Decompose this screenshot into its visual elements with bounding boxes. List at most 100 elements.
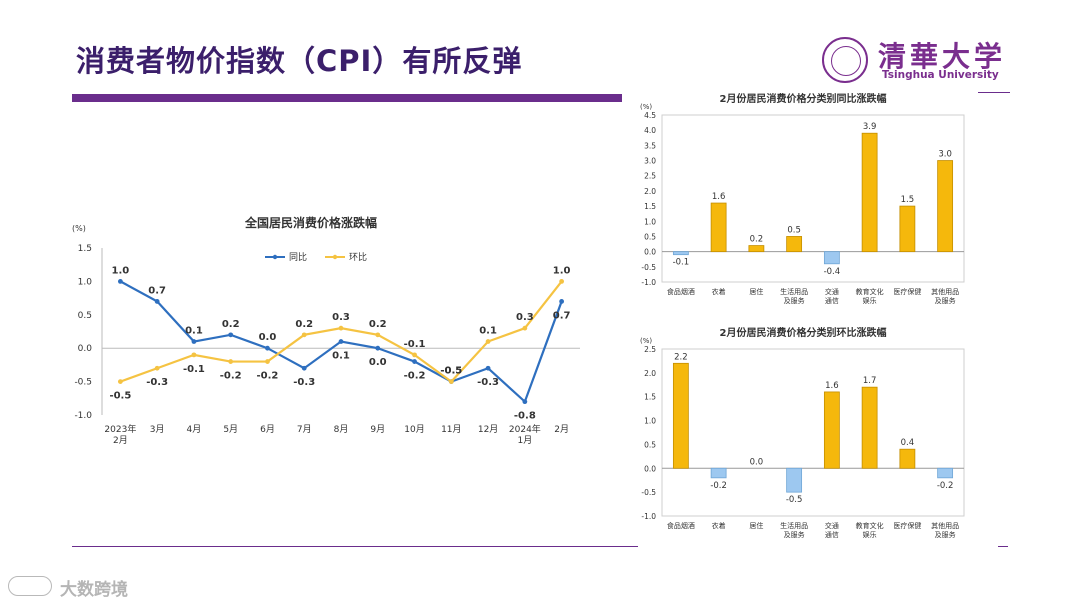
mom-bar-chart-data-label: -0.5 xyxy=(786,495,803,505)
point-yoy xyxy=(265,345,270,351)
data-label-mom: 0.3 xyxy=(332,312,350,323)
point-mom xyxy=(191,352,197,358)
yoy-bar-chart-data-label: -0.4 xyxy=(824,267,841,277)
line-chart-ytick: 0.5 xyxy=(78,311,92,321)
bar-chart-mom: 2月份居民消费价格分类别环比涨跌幅 (%)2.5 2.0 1.5 1.0 0.5 0.0 -0… xyxy=(640,326,965,539)
data-label-yoy: 0.0 xyxy=(259,332,277,343)
mom-bar-chart-data-label: 2.2 xyxy=(674,352,688,362)
line-chart-xtick: 6月 xyxy=(260,424,275,435)
point-mom xyxy=(154,365,160,371)
point-mom xyxy=(265,359,270,364)
yoy-bar-chart-bar xyxy=(823,251,840,265)
point-yoy xyxy=(485,365,491,371)
mom-bar-chart-ytick: 1.0 xyxy=(644,417,656,426)
title-underline-bar xyxy=(72,94,622,102)
point-yoy xyxy=(117,279,123,284)
university-seal-icon xyxy=(822,37,868,83)
mom-bar-chart-data-label: 0.4 xyxy=(901,438,915,448)
mom-bar-chart-ytick: 1.5 xyxy=(644,393,656,402)
yoy-bar-chart-data-label: 1.5 xyxy=(901,195,915,205)
yoy-bar-chart-xtick: 教育文化娱乐 xyxy=(856,287,884,305)
data-label-mom: -0.5 xyxy=(440,366,462,377)
mom-bar-chart-ytick: 2.0 xyxy=(644,369,656,378)
mom-bar-chart-data-label: 0.0 xyxy=(750,457,764,467)
mom-bar-chart-bar xyxy=(786,467,803,493)
yoy-bar-chart-xtick: 衣着 xyxy=(712,287,726,296)
yoy-bar-chart-unit: (%) xyxy=(640,103,652,111)
data-label-yoy: -0.3 xyxy=(477,377,499,388)
data-label-mom: 0.2 xyxy=(295,319,313,330)
mom-bar-chart-xtick: 医疗保健 xyxy=(893,521,921,530)
mom-bar-chart-bar xyxy=(823,391,840,469)
data-label-yoy: -0.3 xyxy=(293,377,315,388)
yoy-bar-chart-xtick: 交通通信 xyxy=(825,287,839,305)
yoy-bar-chart-plot-frame xyxy=(661,114,965,283)
line-chart-cpi: (%) 全国居民消费价格涨跌幅 1.5 1.0 0.5 0.0 -0.5 -1.0 2023年 2… xyxy=(72,215,580,446)
line-chart-title: 全国居民消费价格涨跌幅 xyxy=(244,215,377,230)
mom-bar-chart-bar xyxy=(710,467,727,479)
data-label-yoy: 0.7 xyxy=(148,285,166,296)
point-mom xyxy=(412,352,417,358)
data-label-mom: -0.3 xyxy=(146,377,168,388)
data-label-yoy: 0.2 xyxy=(222,319,240,330)
point-mom xyxy=(117,379,123,384)
legend-label-yoy: 同比 xyxy=(289,251,307,263)
tsinghua-logo: 清華大学 Tsinghua University xyxy=(818,35,1018,85)
line-chart-xtick: 2024年 1月 xyxy=(509,423,541,446)
watermark-text: 大数跨境 xyxy=(60,580,128,600)
line-chart-ytick: -0.5 xyxy=(74,378,92,388)
line-chart-xtick: 5月 xyxy=(223,424,238,435)
data-label-yoy: -0.8 xyxy=(514,411,536,422)
mom-bar-chart-xtick: 交通通信 xyxy=(825,521,839,539)
yoy-bar-chart-bar xyxy=(861,132,878,253)
point-mom xyxy=(301,332,307,338)
mom-bar-chart-ytick: -1.0 xyxy=(641,512,656,521)
yoy-bar-chart-data-label: 3.9 xyxy=(863,122,877,132)
point-yoy xyxy=(412,359,417,364)
line-chart-ytick: -1.0 xyxy=(74,411,92,421)
mom-bar-chart-data-label: 1.6 xyxy=(825,381,839,391)
data-label-yoy: 1.0 xyxy=(112,265,130,276)
mom-bar-chart-unit: (%) xyxy=(640,337,652,345)
data-label-mom: 0.1 xyxy=(479,326,497,337)
mom-bar-chart-data-label: 1.7 xyxy=(863,376,877,386)
yoy-bar-chart-ytick: 3.0 xyxy=(644,157,656,166)
yoy-bar-chart-bar xyxy=(672,251,689,256)
legend-label-mom: 环比 xyxy=(349,251,367,263)
point-mom xyxy=(228,359,234,364)
mom-bar-chart-ytick: -0.5 xyxy=(641,488,656,497)
point-yoy xyxy=(154,299,160,304)
data-label-mom: -0.2 xyxy=(257,371,279,382)
mom-bar-chart-bar xyxy=(899,448,916,469)
data-label-mom: -0.1 xyxy=(404,339,426,350)
mom-bar-chart-xtick: 其他用品及服务 xyxy=(931,521,959,539)
logo-chinese-text: 清華大学 xyxy=(878,40,1007,73)
yoy-bar-chart-ytick: 2.5 xyxy=(644,172,656,181)
yoy-bar-chart-title: 2月份居民消费价格分类别同比涨跌幅 xyxy=(720,92,887,105)
yoy-bar-chart-ytick: 1.0 xyxy=(644,217,656,226)
mom-bar-chart-bar xyxy=(937,467,954,479)
slide-title: 消费者物价指数（CPI）有所反弹 xyxy=(76,44,523,78)
yoy-bar-chart-data-label: 1.6 xyxy=(712,192,726,202)
footer-rule-right xyxy=(998,546,1008,547)
data-label-yoy: -0.2 xyxy=(404,371,426,382)
yoy-bar-chart-ytick: -0.5 xyxy=(641,263,656,272)
point-yoy xyxy=(228,332,234,338)
point-yoy xyxy=(301,365,307,371)
line-chart-xtick: 8月 xyxy=(334,424,349,435)
data-label-mom: 1.0 xyxy=(553,265,571,276)
data-label-mom: -0.2 xyxy=(220,371,242,382)
yoy-bar-chart-bar xyxy=(786,236,803,253)
mom-bar-chart-ytick: 0.0 xyxy=(644,464,656,473)
yoy-bar-chart-ytick: 0.5 xyxy=(644,232,656,241)
bar-chart-yoy: 2月份居民消费价格分类别同比涨跌幅 (%)4.5 4.0 3.5 3.0 2.5 2.0 1.… xyxy=(640,92,965,305)
yoy-bar-chart-data-label: 0.2 xyxy=(750,235,764,245)
mom-bar-chart-title: 2月份居民消费价格分类别环比涨跌幅 xyxy=(720,326,887,339)
mom-bar-chart-xtick: 教育文化娱乐 xyxy=(856,521,884,539)
mom-bar-chart-xtick: 衣着 xyxy=(712,521,726,530)
logo-english-text: Tsinghua University xyxy=(882,69,999,81)
point-yoy xyxy=(338,339,344,344)
data-label-mom: -0.1 xyxy=(183,364,205,375)
data-label-yoy: 0.1 xyxy=(332,351,350,362)
mom-bar-chart-bar xyxy=(861,386,878,469)
